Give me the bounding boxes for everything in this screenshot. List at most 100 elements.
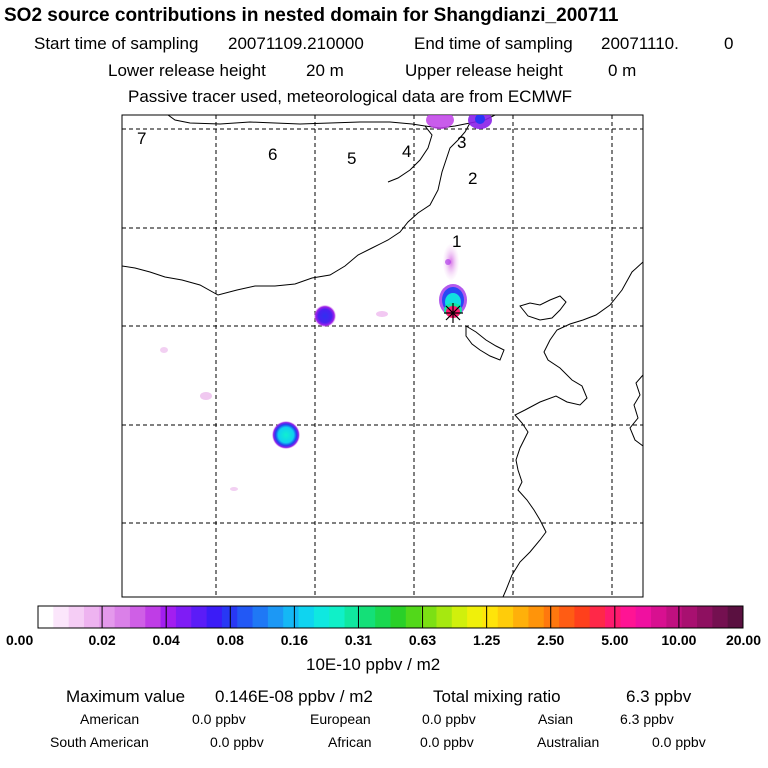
colorbar-swatch [267, 606, 284, 628]
region-label-3: 3 [457, 133, 466, 152]
colorbar-swatch [574, 606, 591, 628]
colorbar-swatch [283, 606, 299, 628]
colorbar-tick-label: 20.00 [726, 632, 761, 648]
total-mixing-label: Total mixing ratio [433, 687, 561, 706]
max-value: 0.146E-08 ppbv / m2 [215, 687, 373, 706]
region-label-1: 1 [452, 232, 461, 251]
colorbar-swatch [666, 606, 683, 628]
map-frame [121, 114, 644, 598]
tracer-note: Passive tracer used, meteorological data… [128, 87, 573, 106]
colorbar-swatch [390, 606, 407, 628]
colorbar-tick-label: 0.31 [345, 632, 372, 648]
region-australian-value: 0.0 ppbv [652, 734, 706, 750]
colorbar-swatch [436, 606, 453, 628]
colorbar-swatch [697, 606, 713, 628]
region-label-2: 2 [468, 169, 477, 188]
region-label-7: 7 [137, 129, 146, 148]
colorbar-swatch [513, 606, 529, 628]
region-south-american-value: 0.0 ppbv [210, 734, 264, 750]
start-time-value: 20071109.210000 [228, 34, 364, 53]
colorbar-swatch [681, 606, 698, 628]
region-european-label: European [310, 711, 371, 727]
lower-release-value: 20 m [306, 61, 344, 80]
end-time-label: End time of sampling [414, 34, 573, 53]
colorbar-swatch [559, 606, 575, 628]
colorbar-unit: 10E-10 ppbv / m2 [306, 655, 441, 674]
region-labels: 1 2 3 4 5 6 7 [137, 129, 477, 251]
region-australian-label: Australian [537, 734, 600, 750]
end-time-value: 20071110. [601, 34, 679, 53]
colorbar-tick-label: 0.00 [6, 632, 33, 648]
colorbar-tick-labels: 0.00 0.02 0.04 0.08 0.16 0.31 0.63 1.25 2.50 5.00… [6, 632, 761, 648]
colorbar-tick-label: 0.63 [409, 632, 436, 648]
colorbar-swatch [38, 606, 54, 628]
region-label-4: 4 [402, 142, 411, 161]
region-african-value: 0.0 ppbv [420, 734, 474, 750]
colorbar-tick-label: 2.50 [537, 632, 564, 648]
colorbar-swatch [99, 606, 116, 628]
colorbar-tick-label: 0.02 [88, 632, 115, 648]
region-south-american-label: South American [50, 734, 149, 750]
colorbar-swatch [83, 606, 100, 628]
region-american-label: American [80, 711, 140, 727]
colorbar-swatch [129, 606, 146, 628]
colorbar-tick-label: 0.08 [217, 632, 244, 648]
colorbar-tick-label: 5.00 [601, 632, 628, 648]
colorbar-swatch [497, 606, 514, 628]
colorbar-swatch [313, 606, 330, 628]
colorbar-swatch [114, 606, 131, 628]
colorbar-swatch [605, 606, 621, 628]
chart-title: SO2 source contributions in nested domai… [4, 5, 619, 26]
region-label-6: 6 [268, 145, 277, 164]
colorbar-swatch [344, 606, 361, 628]
upper-release-label: Upper release height [405, 61, 563, 80]
total-mixing-value: 6.3 ppbv [626, 687, 692, 706]
lower-release-label: Lower release height [108, 61, 266, 80]
colorbar-swatch [451, 606, 468, 628]
colorbar-tick-label: 1.25 [473, 632, 500, 648]
colorbar-swatch [528, 606, 545, 628]
region-asian-label: Asian [538, 711, 574, 727]
colorbar-swatch [589, 606, 606, 628]
colorbar-tick-label: 0.16 [281, 632, 308, 648]
colorbar-swatch [543, 606, 560, 628]
upper-release-value: 0 m [608, 61, 637, 80]
colorbar-swatch [482, 606, 499, 628]
colorbar-tick-label: 0.04 [153, 632, 180, 648]
colorbar-swatch [145, 606, 162, 628]
region-american-value: 0.0 ppbv [192, 711, 246, 727]
region-african-label: African [328, 734, 372, 750]
colorbar-swatch [68, 606, 85, 628]
coastlines [122, 115, 643, 597]
colorbar [37, 605, 744, 629]
colorbar-swatch [405, 606, 422, 628]
start-time-label: Start time of sampling [34, 34, 199, 53]
region-european-value: 0.0 ppbv [422, 711, 476, 727]
colorbar-swatch [375, 606, 391, 628]
colorbar-swatch [620, 606, 637, 628]
colorbar-swatch [53, 606, 70, 628]
colorbar-swatch [237, 606, 253, 628]
colorbar-swatch [635, 606, 652, 628]
colorbar-swatch [651, 606, 667, 628]
colorbar-swatch [298, 606, 315, 628]
colorbar-swatch [252, 606, 269, 628]
colorbar-swatch [329, 606, 345, 628]
region-asian-value: 6.3 ppbv [620, 711, 674, 727]
colorbar-swatch [206, 606, 223, 628]
colorbar-tick-label: 10.00 [661, 632, 696, 648]
end-time-extra: 0 [724, 34, 734, 53]
map-gridlines [122, 115, 643, 597]
region-label-5: 5 [347, 149, 356, 168]
colorbar-frame [37, 605, 744, 629]
colorbar-swatch [175, 606, 192, 628]
colorbar-swatch [421, 606, 437, 628]
colorbar-swatch [727, 606, 744, 628]
colorbar-swatch [359, 606, 376, 628]
max-value-label: Maximum value [66, 687, 186, 706]
colorbar-swatch [160, 606, 177, 628]
colorbar-swatch [467, 606, 483, 628]
colorbar-swatch [191, 606, 207, 628]
receptor-marker [444, 303, 463, 323]
